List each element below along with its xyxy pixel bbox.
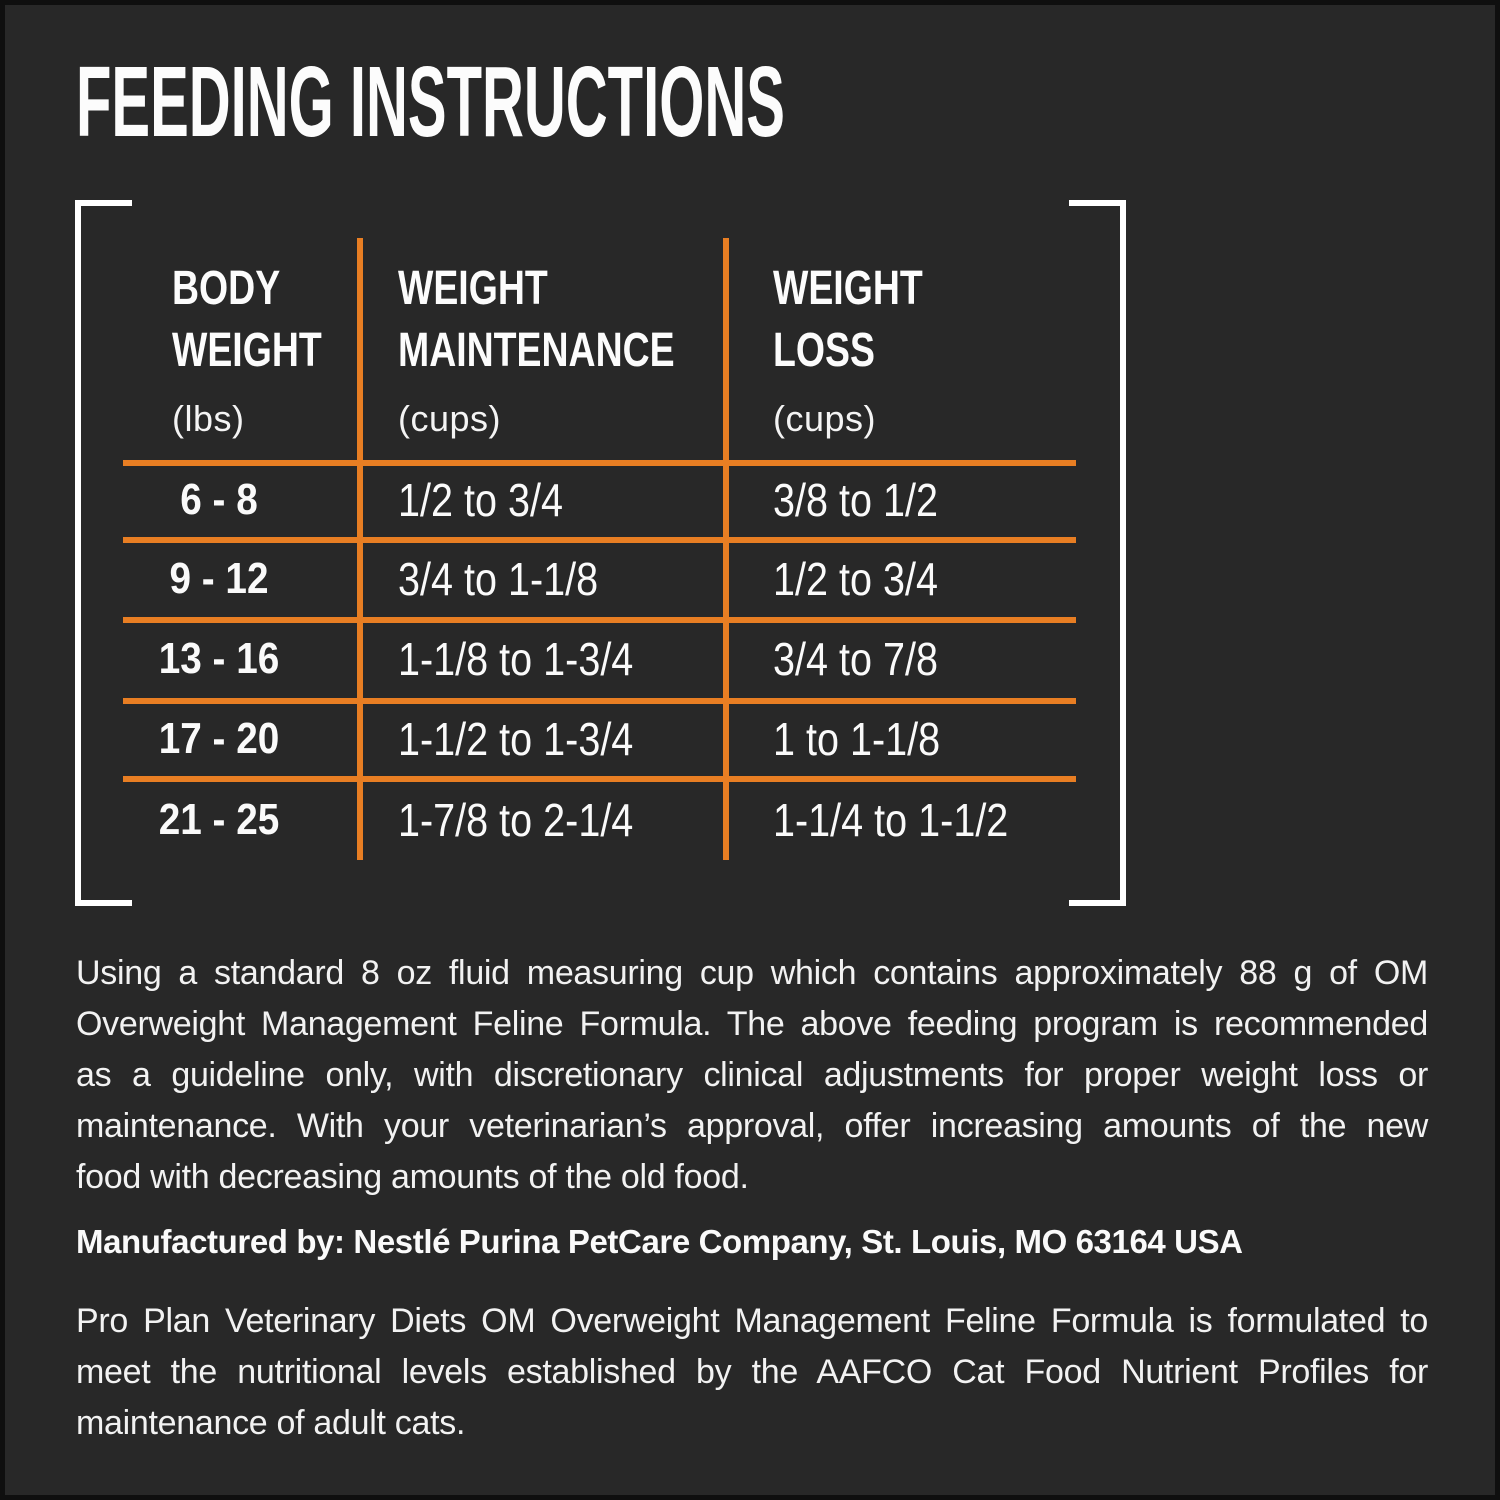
- table-cell-body-weight: 17 - 20: [158, 714, 280, 763]
- column-header-weight-loss: WEIGHT LOSS (cups): [773, 258, 965, 440]
- column-divider-1: [357, 238, 363, 860]
- column-header-unit: (cups): [773, 398, 877, 439]
- row-divider-2: [123, 537, 1076, 543]
- table-cell-maintenance: 1/2 to 3/4: [398, 474, 563, 526]
- usage-line: Using a standard 8 oz fluid measuring cu…: [76, 954, 1428, 992]
- aafco-paragraph: Pro Plan Veterinary Diets OM Overweight …: [76, 1296, 1428, 1449]
- usage-paragraph: Using a standard 8 oz fluid measuring cu…: [76, 948, 1428, 1203]
- aafco-line: Pro Plan Veterinary Diets OM Overweight …: [76, 1302, 1428, 1340]
- row-divider-4: [123, 698, 1076, 704]
- column-header-body-weight: BODY WEIGHT (lbs): [172, 258, 364, 440]
- column-header-unit: (cups): [398, 398, 502, 439]
- usage-line: Overweight Management Feline Formula. Th…: [76, 1005, 1428, 1043]
- table-bracket-left-bottom-arm: [75, 900, 132, 906]
- row-divider-1: [123, 460, 1076, 466]
- table-cell-body-weight: 9 - 12: [169, 554, 269, 603]
- table-bracket-right-top-arm: [1069, 200, 1126, 206]
- table-cell-maintenance: 1-1/2 to 1-3/4: [398, 713, 634, 765]
- column-header-weight-maintenance: WEIGHT MAINTENANCE (cups): [398, 258, 753, 440]
- table-bracket-right-bottom-arm: [1069, 900, 1126, 906]
- page-title: FEEDING INSTRUCTIONS: [76, 46, 785, 158]
- table-cell-loss: 3/4 to 7/8: [773, 633, 938, 685]
- usage-line: as a guideline only, with discretionary …: [76, 1056, 1428, 1094]
- row-divider-5: [123, 776, 1076, 782]
- table-cell-maintenance: 3/4 to 1-1/8: [398, 553, 599, 605]
- table-bracket-right-vertical: [1120, 200, 1126, 906]
- table-cell-body-weight: 13 - 16: [158, 634, 280, 683]
- table-cell-body-weight: 21 - 25: [158, 795, 280, 844]
- aafco-line: meet the nutritional levels established …: [76, 1353, 1428, 1391]
- column-header-title: BODY WEIGHT: [172, 262, 322, 377]
- column-header-unit: (lbs): [172, 398, 245, 439]
- column-header-title: WEIGHT MAINTENANCE: [398, 262, 675, 377]
- usage-line: maintenance. With your veterinarian’s ap…: [76, 1107, 1428, 1145]
- table-bracket-left-top-arm: [75, 200, 132, 206]
- column-divider-2: [723, 238, 729, 860]
- table-cell-loss: 1-1/4 to 1-1/2: [773, 794, 1009, 846]
- aafco-line: maintenance of adult cats.: [76, 1404, 466, 1442]
- table-cell-loss: 1/2 to 3/4: [773, 553, 938, 605]
- table-cell-loss: 3/8 to 1/2: [773, 474, 938, 526]
- table-cell-maintenance: 1-7/8 to 2-1/4: [398, 794, 634, 846]
- table-cell-maintenance: 1-1/8 to 1-3/4: [398, 633, 634, 685]
- manufactured-by-line: Manufactured by: Nestlé Purina PetCare C…: [76, 1223, 1243, 1260]
- row-divider-3: [123, 617, 1076, 623]
- table-bracket-left-vertical: [75, 200, 81, 906]
- column-header-title: WEIGHT LOSS: [773, 262, 923, 377]
- table-cell-loss: 1 to 1-1/8: [773, 713, 941, 765]
- table-cell-body-weight: 6 - 8: [180, 475, 258, 524]
- usage-line: food with decreasing amounts of the old …: [76, 1158, 749, 1196]
